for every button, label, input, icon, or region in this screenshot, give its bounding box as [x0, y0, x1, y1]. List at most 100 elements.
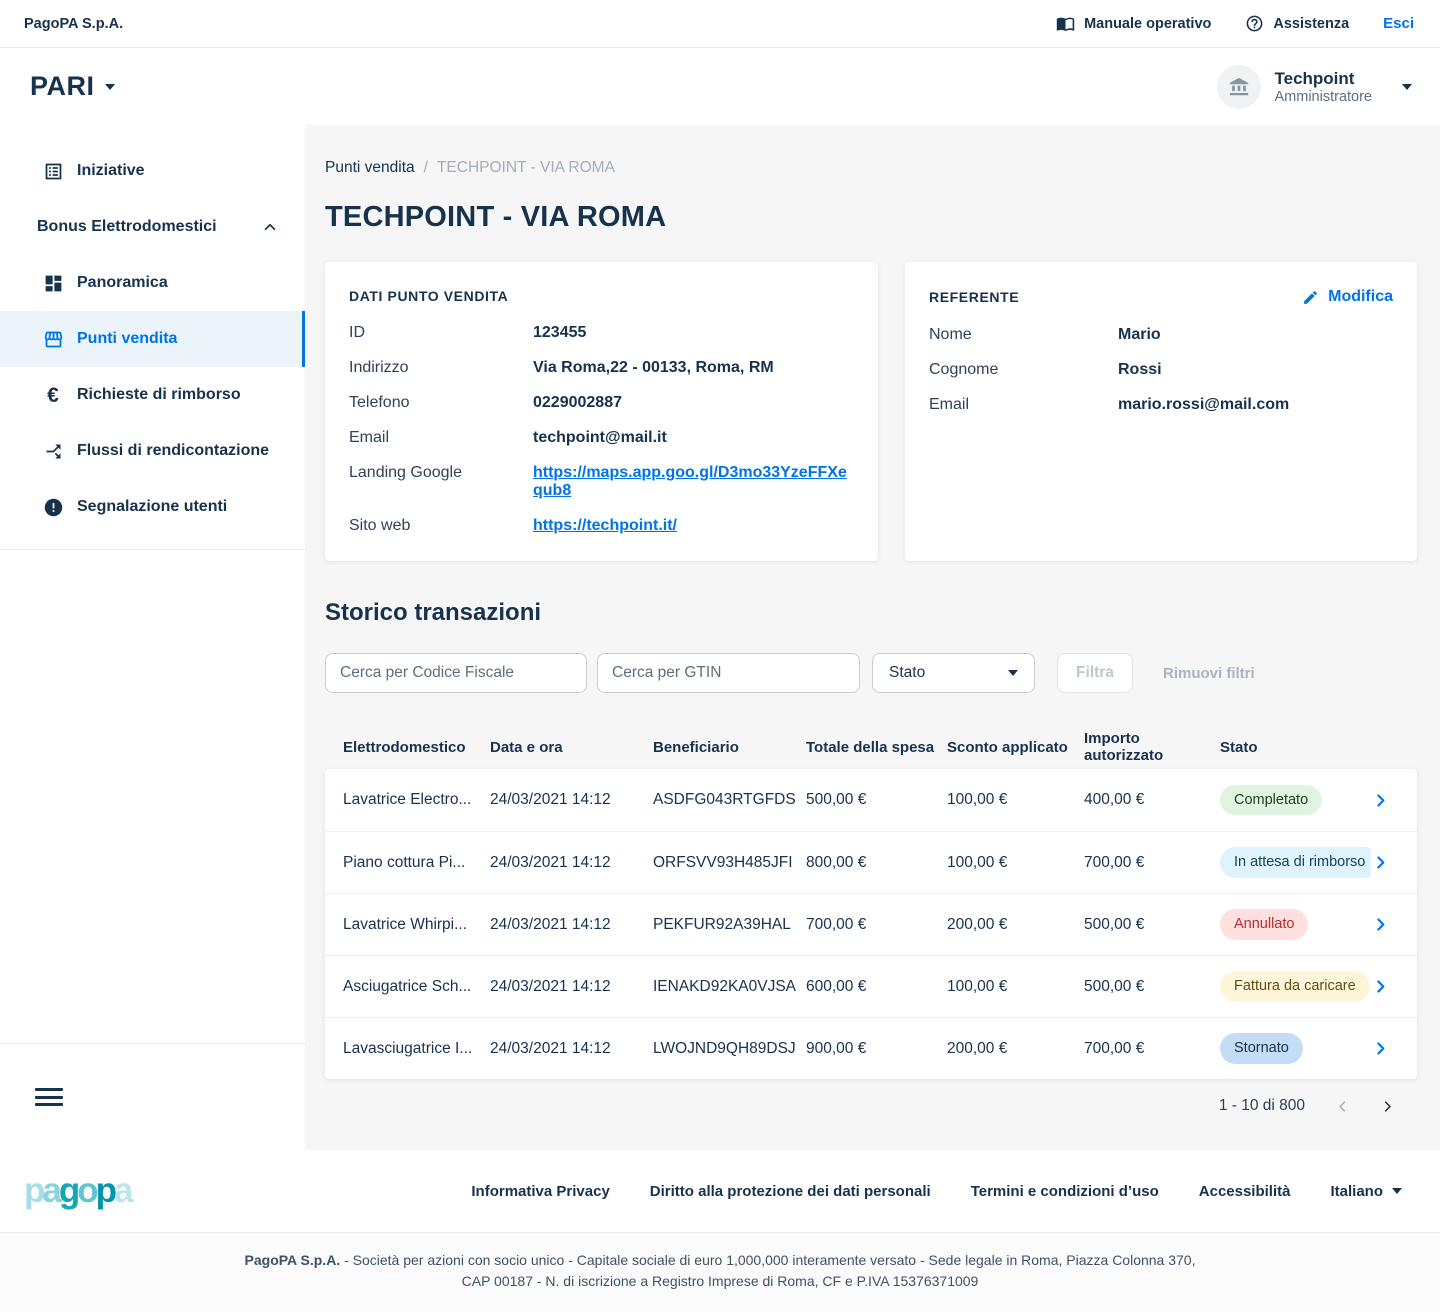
previous-page-button[interactable]: [1335, 1099, 1350, 1114]
info-cards: DATI PUNTO VENDITA ID 123455 Indirizzo V…: [325, 262, 1417, 561]
product-name: PARI: [30, 71, 95, 101]
chevron-down-icon: [1392, 1188, 1402, 1194]
assistance-label: Assistenza: [1273, 15, 1350, 32]
field-referent-email: Email mario.rossi@mail.com: [929, 396, 1290, 413]
chevron-right-icon[interactable]: [1372, 792, 1399, 809]
app-header: PARI Techpoint Amministratore: [0, 48, 1440, 125]
table-row[interactable]: Piano cottura Pi... 24/03/2021 14:12 ORF…: [325, 831, 1417, 893]
sidebar-divider: [0, 549, 305, 550]
org-info: Techpoint Amministratore: [1275, 68, 1373, 105]
status-badge: Stornato: [1220, 1033, 1303, 1064]
sidebar-item-iniziative[interactable]: Iniziative: [0, 143, 305, 199]
chevron-right-icon[interactable]: [1372, 854, 1399, 871]
transactions-filters: Stato Filtra Rimuovi filtri: [325, 653, 1417, 693]
language-select[interactable]: Italiano: [1330, 1183, 1402, 1200]
referent-card-header: REFERENTE Modifica: [929, 288, 1393, 306]
next-page-button[interactable]: [1380, 1099, 1395, 1114]
field-sito-web: Sito web https://techpoint.it/: [349, 517, 677, 534]
list-icon: [42, 160, 64, 182]
col-data-e-ora: Data e ora: [490, 738, 563, 756]
assistance-link[interactable]: Assistenza: [1245, 14, 1349, 33]
breadcrumb-separator: /: [423, 159, 428, 176]
product-switcher[interactable]: PARI: [30, 71, 115, 102]
sidebar-item-flussi-di-rendicontazione[interactable]: Flussi di rendicontazione: [0, 423, 305, 479]
chevron-right-icon[interactable]: [1372, 1040, 1399, 1057]
org-menu[interactable]: Techpoint Amministratore: [1216, 64, 1412, 109]
top-bar: PagoPA S.p.A. Manuale operativo Assisten…: [0, 0, 1440, 48]
sidebar-item-panoramica[interactable]: Panoramica: [0, 255, 305, 311]
status-badge: In attesa di rimborso: [1220, 847, 1371, 878]
collapse-menu-icon[interactable]: [35, 1088, 63, 1106]
terms-link[interactable]: Termini e condizioni d’uso: [970, 1182, 1159, 1200]
pagopa-logo[interactable]: pagopa: [24, 1171, 134, 1210]
filter-button[interactable]: Filtra: [1057, 653, 1133, 693]
sidebar-item-segnalazione-utenti[interactable]: Segnalazione utenti: [0, 479, 305, 535]
bank-icon: [1229, 77, 1248, 95]
col-elettrodomestico: Elettrodomestico: [343, 738, 466, 756]
edit-referent-button[interactable]: Modifica: [1302, 288, 1393, 306]
sidebar-item-punti-vendita[interactable]: Punti vendita: [0, 311, 305, 367]
edit-label: Modifica: [1328, 288, 1393, 305]
manual-link[interactable]: Manuale operativo: [1056, 14, 1211, 33]
help-icon: [1246, 15, 1263, 32]
footer: pagopa Informativa Privacy Diritto alla …: [0, 1150, 1440, 1312]
pagopa-brand: PagoPA S.p.A.: [24, 15, 124, 32]
data-protection-link[interactable]: Diritto alla protezione dei dati persona…: [649, 1182, 931, 1200]
sidebar-item-label: Flussi di rendicontazione: [77, 442, 270, 459]
language-label: Italiano: [1330, 1182, 1383, 1200]
table-row[interactable]: Asciugatrice Sch... 24/03/2021 14:12 IEN…: [325, 955, 1417, 1017]
footer-links: Informativa Privacy Diritto alla protezi…: [471, 1183, 1402, 1200]
chevron-up-icon: [264, 223, 276, 231]
chevron-right-icon[interactable]: [1372, 978, 1399, 995]
field-nome: Nome Mario: [929, 326, 1161, 343]
col-sconto-applicato: Sconto applicato: [947, 738, 1068, 756]
table-row[interactable]: Lavatrice Electro... 24/03/2021 14:12 AS…: [325, 769, 1417, 831]
pagination-label: 1 - 10 di 800: [1218, 1097, 1305, 1114]
sidebar-menu: Iniziative Bonus Elettrodomestici Panora…: [0, 125, 305, 535]
euro-icon: €: [47, 383, 59, 407]
legal-line-2: CAP 00187 - N. di iscrizione a Registro …: [461, 1273, 979, 1289]
sidebar-section-bonus-elettrodomestici[interactable]: Bonus Elettrodomestici: [0, 199, 305, 255]
sales-point-card: DATI PUNTO VENDITA ID 123455 Indirizzo V…: [325, 262, 878, 561]
col-beneficiario: Beneficiario: [653, 738, 739, 756]
sidebar-bottom: [0, 1043, 305, 1150]
sidebar-item-label: Richieste di rimborso: [77, 386, 241, 403]
table-row[interactable]: Lavasciugatrice I... 24/03/2021 14:12 LW…: [325, 1017, 1417, 1079]
sidebar-item-label: Panoramica: [77, 274, 168, 291]
exit-button[interactable]: Esci: [1383, 15, 1414, 32]
pagination: 1 - 10 di 800: [325, 1097, 1417, 1115]
sales-point-card-title: DATI PUNTO VENDITA: [349, 288, 509, 304]
landing-google-link[interactable]: https://maps.app.goo.gl/D3mo33YzeFFXequb…: [533, 464, 847, 499]
footer-top: pagopa Informativa Privacy Diritto alla …: [0, 1150, 1440, 1232]
referent-card-title: REFERENTE: [929, 289, 1020, 305]
referent-card: REFERENTE Modifica Nome Mario Cognome Ro…: [905, 262, 1417, 561]
org-role: Amministratore: [1274, 89, 1373, 106]
transactions-table: Lavatrice Electro... 24/03/2021 14:12 AS…: [325, 769, 1417, 1079]
clear-filters-button[interactable]: Rimuovi filtri: [1163, 664, 1255, 682]
sidebar-spacer: [0, 550, 305, 1043]
main-content: Punti vendita / TECHPOINT - VIA ROMA TEC…: [305, 125, 1440, 1150]
breadcrumb-parent[interactable]: Punti vendita: [325, 159, 415, 176]
chevron-down-icon: [1008, 670, 1018, 676]
table-row[interactable]: Lavatrice Whirpi... 24/03/2021 14:12 PEK…: [325, 893, 1417, 955]
legal-line-1: PagoPA S.p.A. - Società per azioni con s…: [244, 1252, 1196, 1268]
accessibility-link[interactable]: Accessibilità: [1198, 1182, 1291, 1200]
footer-legal: PagoPA S.p.A. - Società per azioni con s…: [0, 1232, 1440, 1312]
breadcrumb-current: TECHPOINT - VIA ROMA: [436, 159, 615, 176]
chevron-right-icon[interactable]: [1372, 916, 1399, 933]
status-select[interactable]: Stato: [872, 653, 1035, 693]
storefront-icon: [42, 328, 64, 350]
field-cognome: Cognome Rossi: [929, 361, 1162, 378]
topbar-actions: Manuale operativo Assistenza Esci: [1056, 14, 1414, 33]
sidebar-item-label: Punti vendita: [77, 330, 178, 347]
fiscal-code-input[interactable]: [325, 653, 587, 693]
transactions-table-header: Elettrodomestico Data e ora Beneficiario…: [325, 725, 1417, 769]
website-link[interactable]: https://techpoint.it/: [533, 517, 677, 534]
pencil-icon: [1304, 290, 1317, 304]
privacy-link[interactable]: Informativa Privacy: [471, 1182, 610, 1200]
col-totale-spesa: Totale della spesa: [806, 738, 935, 756]
gtin-input[interactable]: [597, 653, 860, 693]
avatar: [1216, 64, 1261, 109]
breadcrumb: Punti vendita / TECHPOINT - VIA ROMA: [325, 159, 1417, 177]
sidebar-item-richieste-di-rimborso[interactable]: € Richieste di rimborso: [0, 367, 305, 423]
